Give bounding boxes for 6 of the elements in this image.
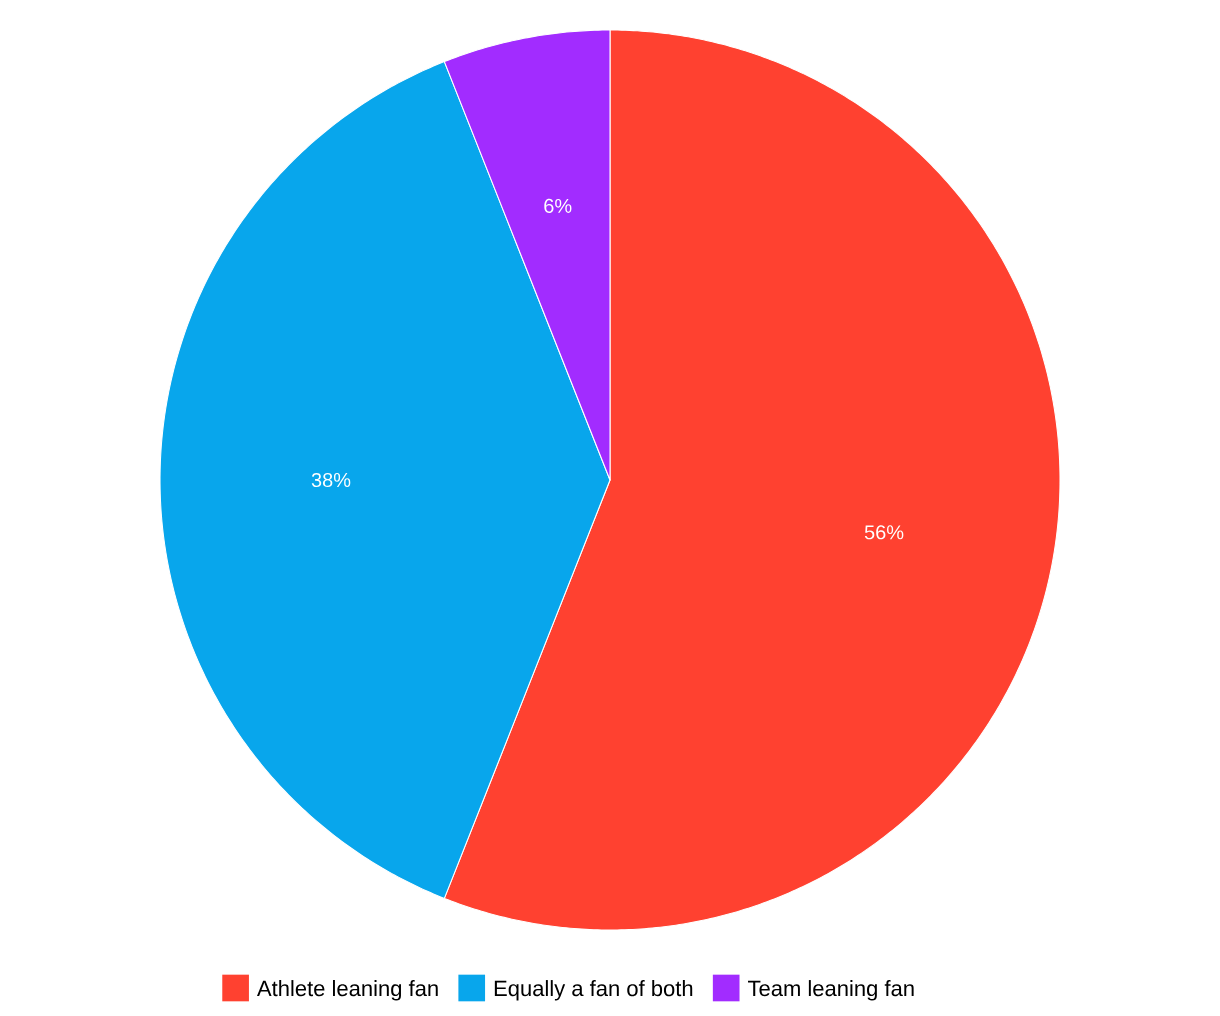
legend-label: Equally a fan of both bbox=[494, 980, 693, 1001]
legend-label: Athlete leaning fan bbox=[256, 980, 438, 1001]
data-label: 6% bbox=[544, 198, 572, 214]
data-label: 56% bbox=[864, 525, 904, 540]
legend-label: Team leaning fan bbox=[748, 980, 914, 1001]
data-label: 38% bbox=[311, 472, 351, 488]
